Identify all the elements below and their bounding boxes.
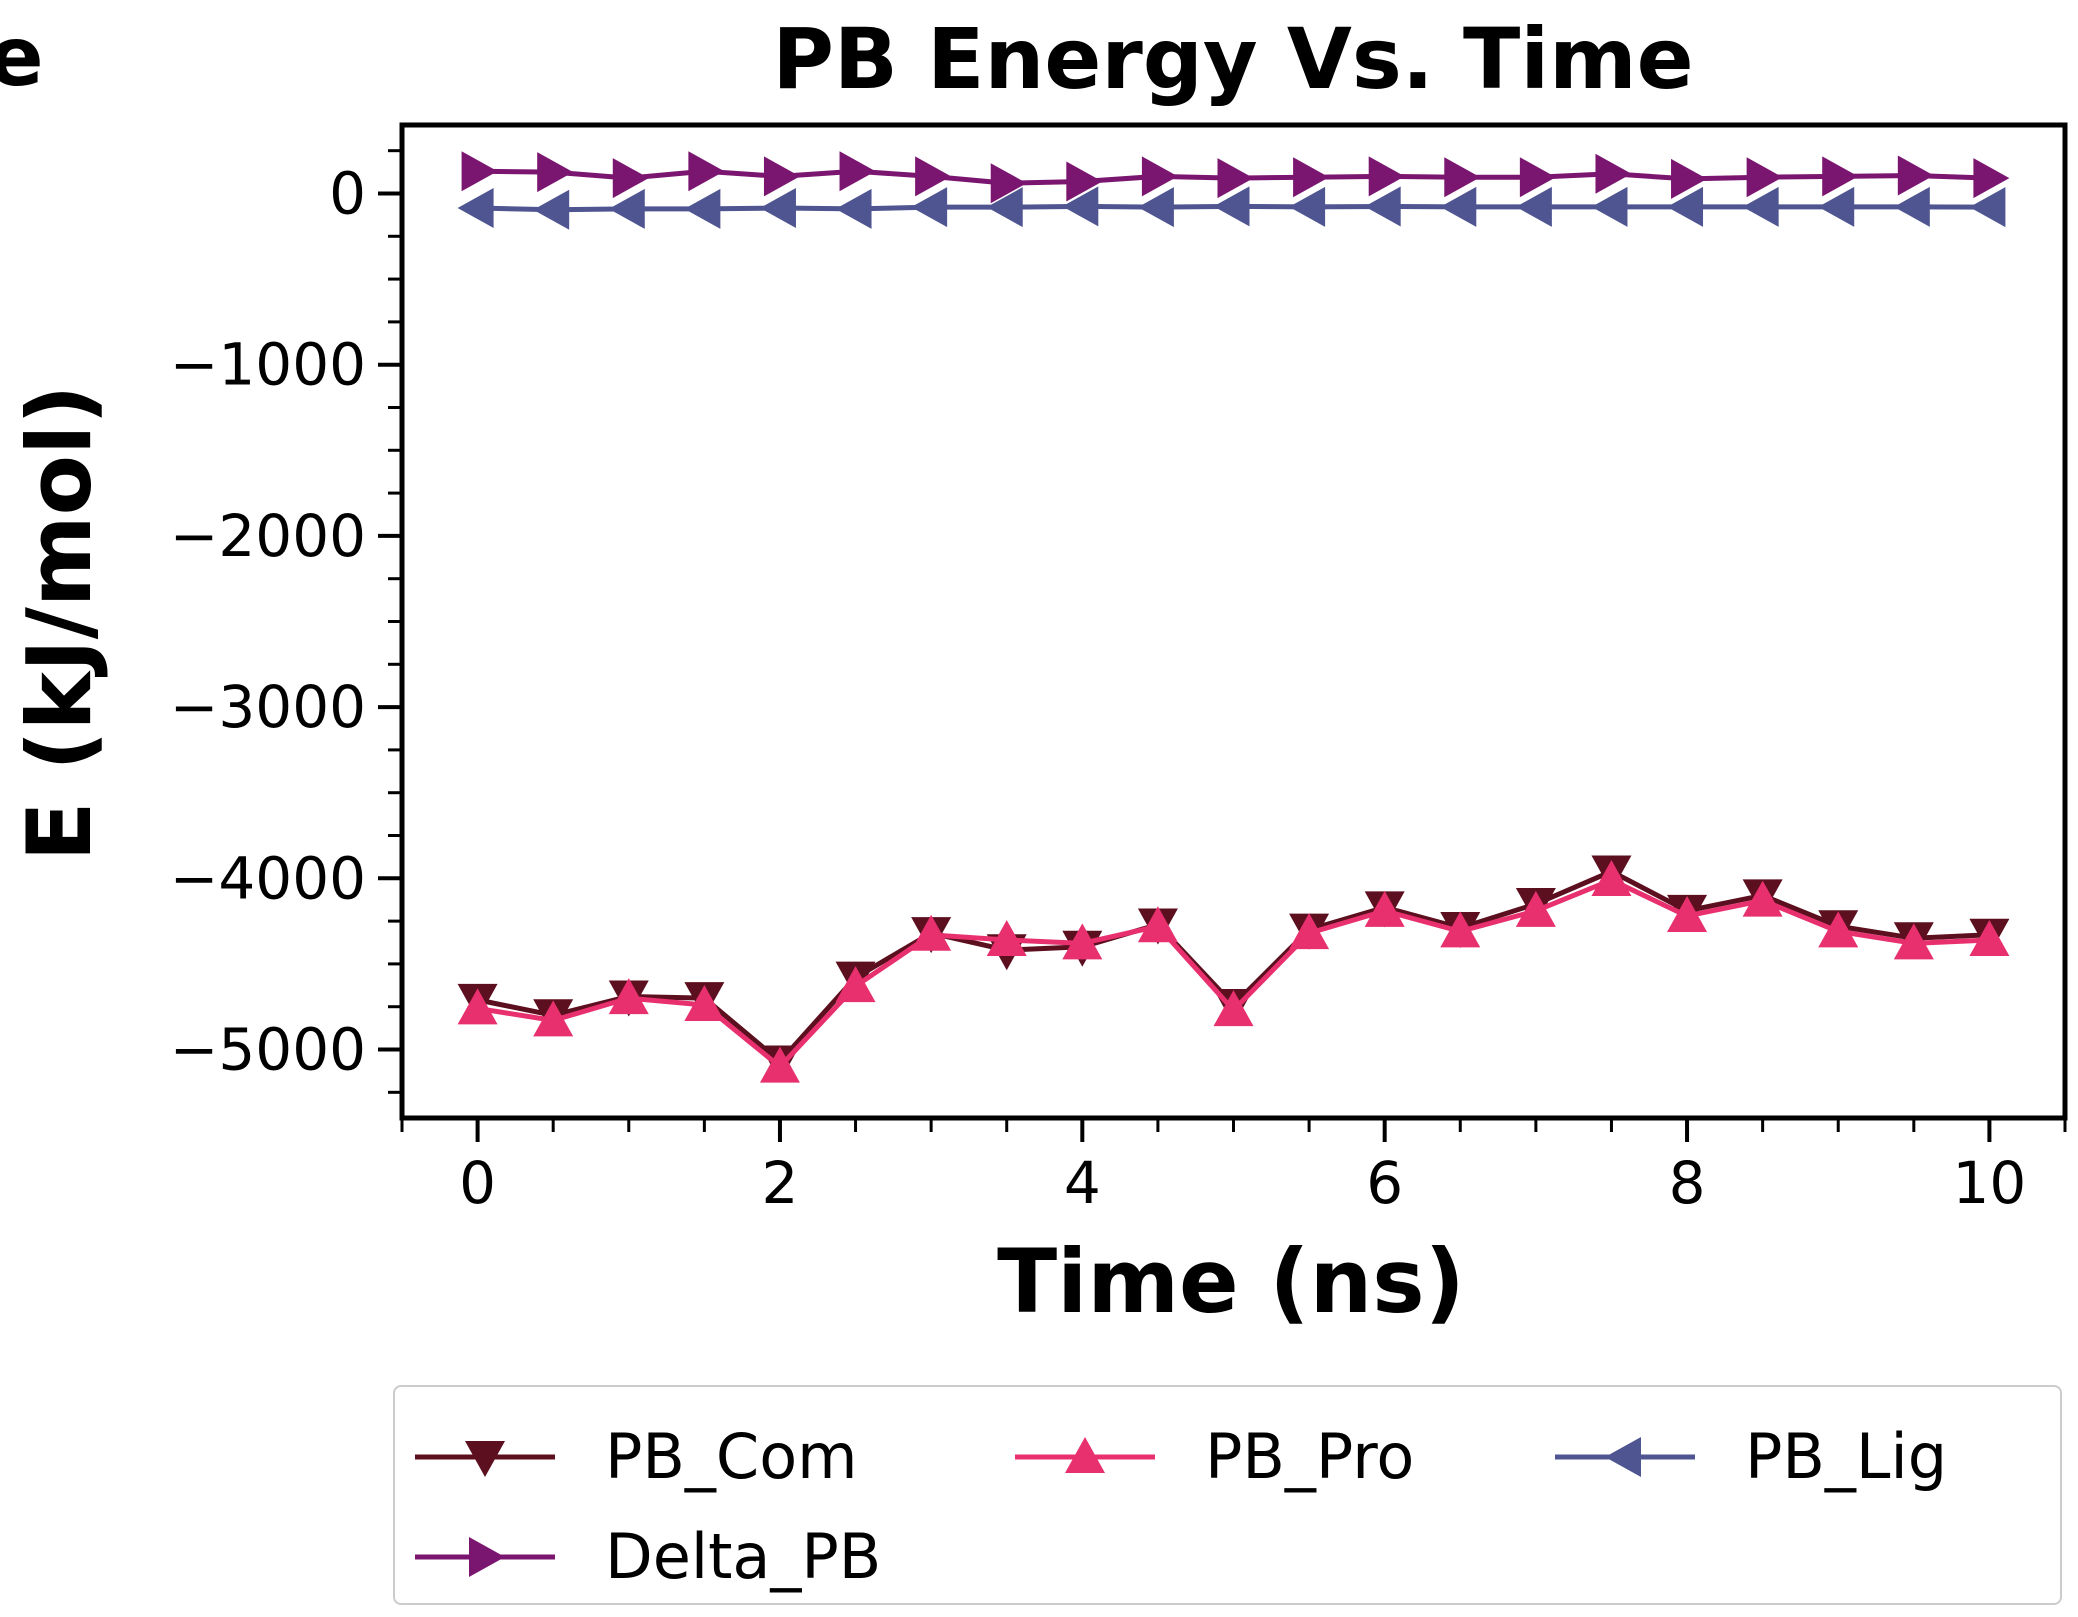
- data-point: [1440, 186, 1477, 227]
- data-point: [1969, 919, 2010, 956]
- chart-title: PB Energy Vs. Time: [772, 10, 1693, 108]
- data-point: [1364, 890, 1405, 927]
- data-point: [839, 151, 876, 192]
- data-point: [911, 187, 948, 228]
- y-tick-label: −2000: [170, 502, 366, 570]
- data-point: [1822, 156, 1859, 197]
- series-group: [457, 151, 2010, 1083]
- series-pb-com: [457, 855, 2010, 1082]
- data-point: [1515, 890, 1556, 927]
- x-tick-label: 10: [1953, 1149, 2027, 1217]
- data-point: [1137, 906, 1178, 943]
- legend-swatch: [415, 1441, 555, 1477]
- data-point: [1667, 186, 1704, 227]
- data-point: [684, 985, 725, 1022]
- legend-swatch: [415, 1537, 555, 1577]
- data-point: [1217, 158, 1254, 199]
- data-point: [1364, 186, 1401, 227]
- legend-label: PB_Lig: [1745, 1420, 1948, 1493]
- y-tick-label: −5000: [170, 1016, 366, 1084]
- data-point: [1667, 895, 1708, 932]
- data-point: [461, 151, 498, 192]
- data-point: [986, 919, 1027, 956]
- data-point: [1062, 923, 1103, 960]
- y-tick-label: −3000: [170, 673, 366, 741]
- legend-label: PB_Pro: [1205, 1420, 1415, 1493]
- data-point: [1289, 913, 1330, 950]
- data-point: [1742, 880, 1783, 917]
- data-point: [1897, 155, 1934, 196]
- data-point: [915, 156, 952, 197]
- data-point: [759, 188, 796, 229]
- data-point: [1818, 911, 1859, 948]
- data-point: [1066, 161, 1103, 202]
- data-point: [1440, 911, 1481, 948]
- data-point: [763, 156, 800, 197]
- data-point: [835, 966, 876, 1003]
- x-tick-label: 4: [1064, 1149, 1101, 1217]
- y-tick-label: −4000: [170, 844, 366, 912]
- data-point: [684, 188, 721, 229]
- legend-swatch: [1555, 1437, 1695, 1477]
- y-tick-label: 0: [329, 159, 366, 227]
- data-point: [1746, 157, 1783, 198]
- data-point: [986, 187, 1023, 228]
- x-axis-label: Time (ns): [997, 1230, 1465, 1333]
- data-point: [1671, 158, 1708, 199]
- data-point: [759, 1046, 800, 1083]
- data-point: [688, 151, 725, 192]
- data-point: [1213, 990, 1254, 1027]
- data-point: [1591, 186, 1628, 227]
- plot-frame: [399, 122, 2068, 1121]
- data-point: [1062, 186, 1099, 227]
- data-point: [1293, 157, 1330, 198]
- x-tick-label: 0: [459, 1149, 496, 1217]
- data-point: [457, 188, 494, 229]
- data-point: [1515, 186, 1552, 227]
- series-delta-pb: [461, 151, 2010, 204]
- data-point: [835, 188, 872, 229]
- series-pb-pro: [457, 860, 2010, 1083]
- data-point: [1893, 186, 1930, 227]
- data-point: [1519, 157, 1556, 198]
- data-point: [911, 914, 952, 951]
- x-tick-label: 2: [762, 1149, 799, 1217]
- data-point: [1742, 186, 1779, 227]
- data-point: [1213, 186, 1250, 227]
- data-point: [1595, 153, 1632, 194]
- series-pb-lig: [457, 186, 2006, 230]
- data-point: [1591, 860, 1632, 897]
- y-tick-label: −1000: [170, 331, 366, 399]
- data-point: [1289, 186, 1326, 227]
- data-point: [1141, 156, 1178, 197]
- data-point: [1368, 156, 1405, 197]
- data-point: [608, 188, 645, 229]
- edge-text: e: [0, 10, 44, 105]
- data-point: [533, 1000, 574, 1037]
- legend-label: Delta_PB: [605, 1520, 882, 1593]
- data-point: [1969, 187, 2006, 228]
- data-point: [457, 988, 498, 1025]
- data-point: [612, 158, 649, 199]
- legend: PB_Com PB_Pro PB_Lig Delta_PB: [393, 1385, 2062, 1605]
- x-tick-label: 8: [1669, 1149, 1706, 1217]
- data-point: [537, 152, 574, 193]
- data-point: [1444, 157, 1481, 198]
- data-point: [1973, 158, 2010, 199]
- data-point: [1818, 186, 1855, 227]
- axes: 0 −1000 −2000 −3000 −4000 −5000 0 2 4 6 8 10: [170, 122, 2068, 1217]
- y-axis-label: E (kJ/mol): [8, 385, 111, 862]
- data-point: [1893, 923, 1934, 960]
- legend-label: PB_Com: [605, 1420, 858, 1493]
- data-point: [533, 189, 570, 230]
- x-tick-label: 6: [1366, 1149, 1403, 1217]
- data-point: [608, 978, 649, 1015]
- data-point: [990, 163, 1027, 204]
- data-point: [1137, 187, 1174, 228]
- legend-swatch: [1015, 1437, 1155, 1473]
